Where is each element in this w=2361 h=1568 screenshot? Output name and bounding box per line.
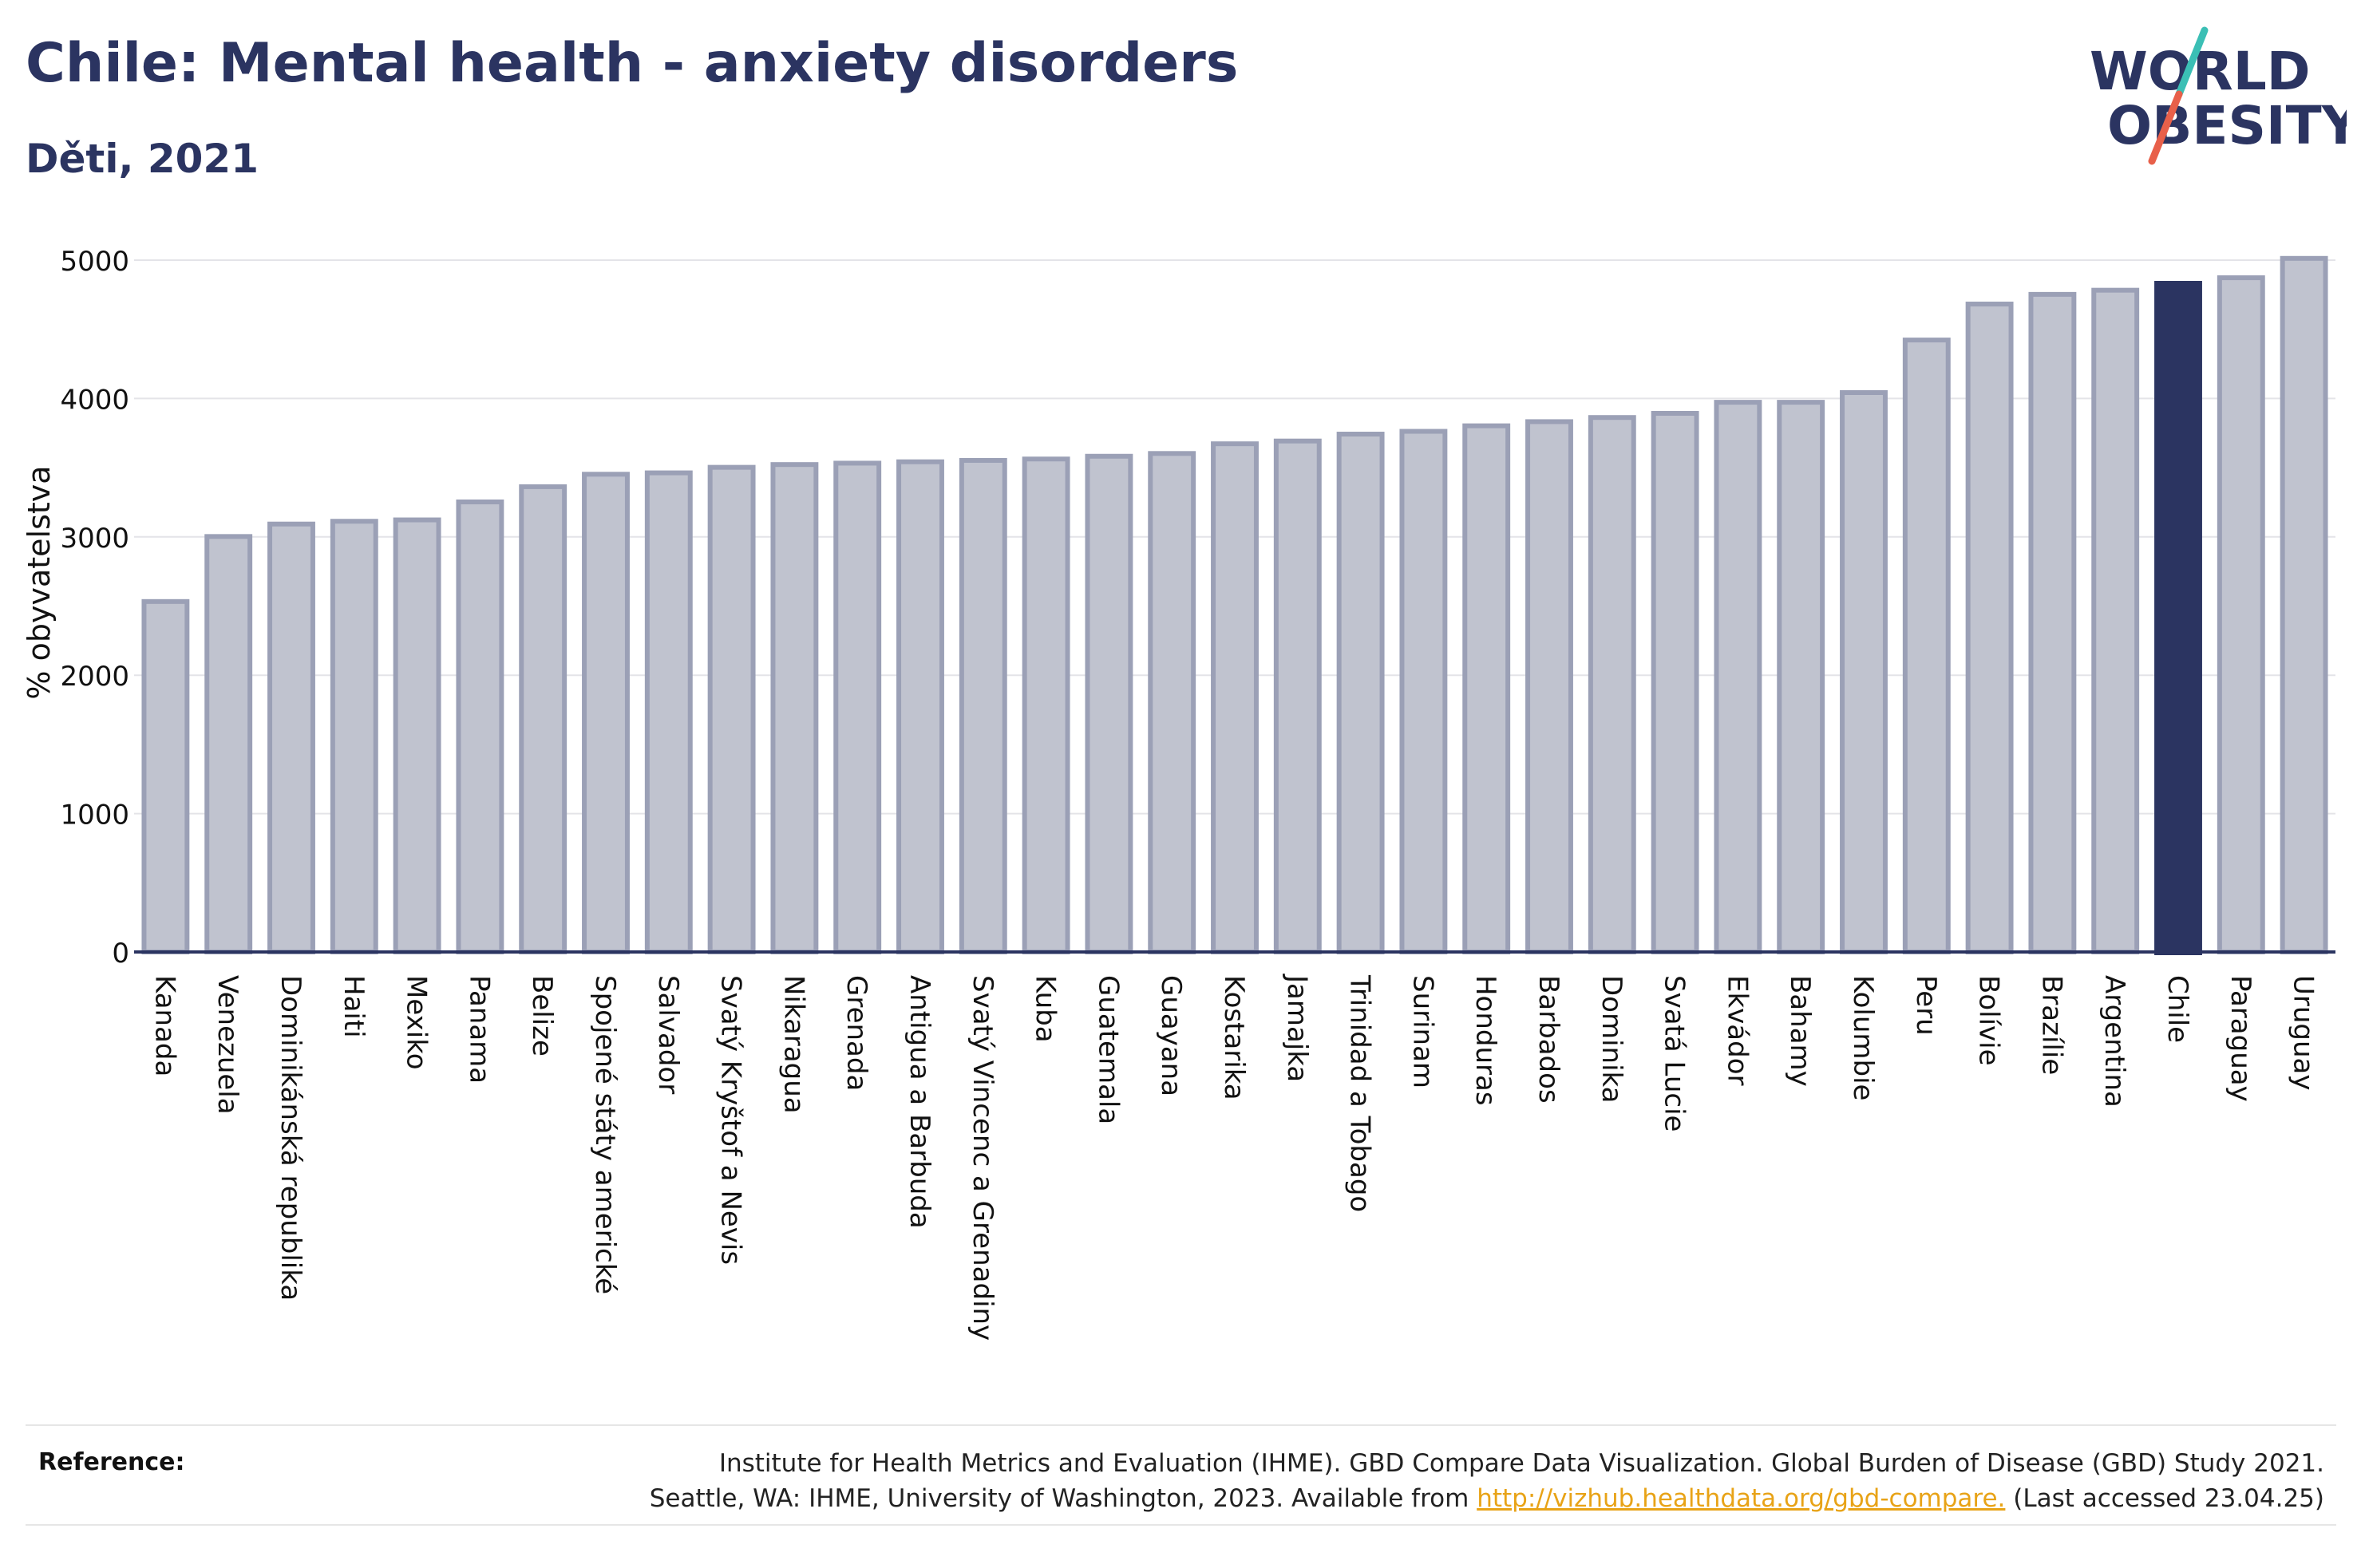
x-tick-label: Bahamy (1784, 975, 1816, 1087)
x-tick-label: Nikaragua (777, 975, 809, 1114)
bar (2028, 291, 2077, 954)
bar (1273, 438, 1322, 954)
bar (1336, 432, 1385, 954)
chart-subtitle: Děti, 2021 (26, 136, 259, 182)
x-tick-label: Uruguay (2288, 975, 2319, 1091)
bar (393, 517, 441, 954)
axis-labels: 0 1000 2000 3000 4000 5000 Kanada Venezuela Domi… (22, 246, 2319, 1341)
reference-line-2-suffix: (Last accessed 23.04.25) (2005, 1484, 2324, 1513)
bar (1902, 338, 1951, 954)
x-tick-label: Kostarika (1218, 975, 1250, 1100)
x-tick-label: Dominika (1596, 975, 1627, 1103)
bar (1840, 389, 1888, 955)
bar (1777, 400, 1825, 955)
y-tick-label: 2000 (60, 661, 129, 693)
x-tick-label: Ekvádor (1721, 975, 1753, 1086)
x-tick-label: Mexiko (401, 975, 433, 1070)
x-tick-label: Belize (526, 975, 558, 1057)
bar (519, 484, 568, 954)
x-tick-label: Haiti (338, 975, 370, 1038)
logo-slash-coral (2148, 90, 2183, 165)
bar (1211, 441, 1259, 954)
x-tick-label: Guayana (1155, 975, 1187, 1096)
reference-link[interactable]: http://vizhub.healthdata.org/gbd-compare… (1477, 1484, 2006, 1513)
bar (2091, 287, 2140, 954)
bar-chart: 0 1000 2000 3000 4000 5000 Kanada Venezuela Domi… (22, 246, 2335, 1341)
bar (1588, 415, 1636, 954)
bar (2217, 275, 2265, 955)
bar-highlight (2154, 281, 2202, 955)
bar (770, 462, 819, 954)
x-tick-label: Svatá Lucie (1659, 975, 1691, 1132)
bar (330, 519, 378, 954)
x-tick-label: Peru (1910, 975, 1942, 1036)
y-tick-label: 1000 (60, 800, 129, 831)
footer-divider-bottom (26, 1524, 2336, 1526)
logo-word-obesity: OBESITY (2107, 95, 2347, 156)
reference-text: Institute for Health Metrics and Evaluat… (488, 1446, 2324, 1516)
bar (2280, 255, 2328, 955)
bar (1714, 400, 1762, 955)
bar (267, 521, 315, 954)
x-tick-label: Spojené státy americké (589, 975, 621, 1294)
x-tick-label: Bolívie (1973, 975, 2005, 1066)
bars (141, 255, 2328, 955)
x-tick-label: Kolumbie (1847, 975, 1879, 1100)
reference-line-2: Seattle, WA: IHME, University of Washing… (488, 1481, 2324, 1516)
x-tick-label: Surinam (1406, 975, 1438, 1088)
x-tick-label: Jamajka (1281, 974, 1313, 1082)
bar (644, 470, 693, 954)
x-tick-label: Kanada (148, 975, 180, 1076)
y-tick-label: 0 (112, 938, 129, 970)
bar (1965, 302, 2014, 954)
bar (1022, 456, 1070, 954)
x-tick-label: Barbados (1532, 975, 1564, 1104)
bar (1462, 423, 1511, 954)
y-axis-title: % obyvatelstva (22, 465, 57, 699)
x-tick-label: Salvador (652, 975, 684, 1094)
x-tick-label: Panama (463, 975, 495, 1084)
x-tick-label: Honduras (1469, 975, 1501, 1106)
y-tick-label: 4000 (60, 384, 129, 416)
x-tick-label: Guatemala (1092, 975, 1124, 1124)
x-tick-label: Kuba (1030, 975, 1062, 1043)
bar (582, 472, 630, 954)
logo-slash-teal (2175, 26, 2209, 98)
bar (1525, 419, 1573, 954)
bar (959, 457, 1007, 954)
bar (1399, 429, 1448, 954)
bar (896, 459, 944, 954)
x-tick-label: Trinidad a Tobago (1344, 974, 1376, 1212)
bar (833, 460, 882, 954)
x-tick-label: Antigua a Barbuda (904, 975, 935, 1229)
reference-line-1: Institute for Health Metrics and Evaluat… (718, 1449, 2324, 1478)
x-tick-label: Paraguay (2225, 975, 2256, 1102)
bar (707, 464, 756, 954)
x-tick-label: Grenada (840, 975, 872, 1091)
x-tick-label: Dominikánská republika (275, 975, 306, 1301)
bar (204, 534, 253, 954)
x-tick-label: Svatý Kryštof a Nevis (715, 975, 747, 1265)
footer-divider-top (26, 1424, 2336, 1426)
x-tick-label: Svatý Vincenc a Grenadiny (967, 975, 999, 1341)
chart-title: Chile: Mental health - anxiety disorders (26, 32, 1239, 95)
bar (1651, 411, 1699, 954)
bar (141, 598, 190, 955)
y-tick-label: 5000 (60, 246, 129, 278)
x-tick-label: Argentina (2098, 975, 2130, 1108)
reference-line-2-prefix: Seattle, WA: IHME, University of Washing… (649, 1484, 1477, 1513)
x-tick-label: Chile (2161, 975, 2193, 1043)
world-obesity-logo: WORLD OBESITY (2090, 26, 2347, 165)
bar (1085, 453, 1133, 954)
y-tick-label: 3000 (60, 523, 129, 555)
bar (456, 499, 504, 954)
bar (1148, 451, 1196, 954)
reference-label: Reference: (38, 1448, 185, 1476)
x-tick-label: Brazílie (2035, 975, 2067, 1075)
x-tick-label: Venezuela (212, 975, 243, 1115)
